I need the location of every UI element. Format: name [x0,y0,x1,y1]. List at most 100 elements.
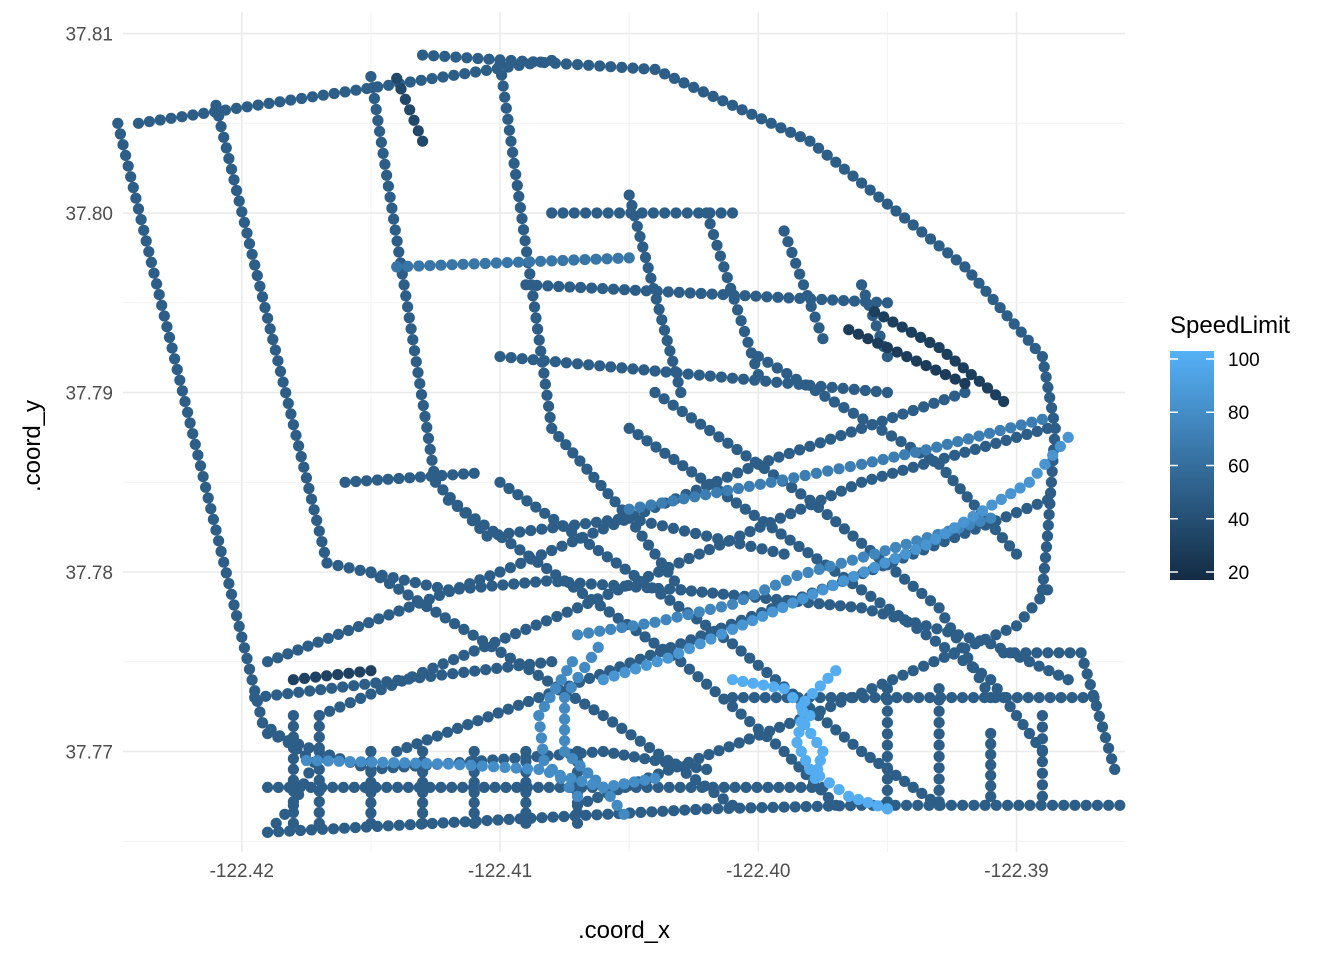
data-point [889,552,901,565]
data-point [262,312,274,324]
data-point [402,589,414,601]
data-point [856,422,868,434]
data-point [994,302,1006,314]
data-point [560,58,573,70]
data-point [553,280,565,293]
data-point [885,430,898,442]
data-point [876,415,888,427]
data-point [532,323,544,335]
data-point [579,518,592,530]
data-point [412,367,424,379]
data-point [673,647,685,660]
data-point [632,429,644,441]
data-point [520,776,532,788]
data-point [783,292,795,304]
data-point [1005,488,1017,500]
data-point [726,207,739,219]
data-point [817,333,829,345]
data-point [961,491,973,503]
data-point [636,530,648,542]
data-point [1039,458,1051,470]
data-point [859,384,871,397]
data-point [954,483,966,495]
data-point [597,674,609,686]
data-point [933,728,945,740]
data-point [490,257,502,269]
data-point [693,548,705,560]
data-point [442,494,454,506]
data-point [967,510,979,523]
data-point [176,385,188,397]
legend-title: SpeedLimit [1170,312,1290,339]
data-point [459,816,471,828]
data-point [1010,710,1023,722]
data-point [708,786,720,799]
data-point [355,692,367,705]
data-point [565,682,577,694]
data-point [738,325,751,338]
data-point [899,573,911,585]
y-tick-label: 37.79 [65,384,113,405]
data-point [730,497,743,509]
data-point [623,252,635,264]
data-point [864,184,876,196]
data-point [393,246,405,258]
data-point [852,328,865,340]
data-point [618,749,630,761]
data-point [554,781,566,794]
data-point [303,482,315,495]
data-point [353,621,365,633]
data-point [535,345,547,357]
data-point [583,59,595,71]
data-point [756,802,768,814]
data-point [500,102,512,114]
data-point [566,526,578,538]
data-point [419,410,431,423]
data-point [677,460,689,472]
data-point [467,629,479,641]
data-point [437,658,449,670]
data-point [528,301,541,313]
data-point [619,563,631,575]
data-point [939,369,952,381]
data-point [594,625,606,637]
data-point [537,743,549,755]
data-point [642,539,655,551]
data-point [393,583,405,595]
data-point [287,720,299,733]
data-point [594,600,607,612]
data-point [249,692,261,704]
data-point [511,781,523,794]
data-point [1045,476,1057,488]
data-point [582,767,594,779]
data-point [468,745,480,758]
data-point [939,612,951,624]
data-point [714,539,726,551]
data-point [303,767,315,779]
data-point [311,755,323,767]
data-point [608,519,620,531]
data-point [804,440,816,452]
data-point [597,523,609,535]
data-point [881,762,894,774]
data-point [536,523,548,535]
data-point [550,683,562,695]
data-point [879,557,891,569]
data-point [933,796,945,808]
data-point [510,168,522,181]
data-point [881,803,894,815]
data-point [726,598,739,610]
data-point [734,530,746,542]
data-point [923,453,936,465]
data-point [700,489,712,501]
data-point [877,453,889,466]
data-point [836,692,848,704]
data-point [732,304,744,316]
data-point [707,587,719,599]
data-point [973,277,985,289]
data-point [1043,508,1055,521]
data-point [538,355,550,367]
data-point [443,585,456,598]
data-point [812,710,825,722]
data-point [811,736,823,749]
